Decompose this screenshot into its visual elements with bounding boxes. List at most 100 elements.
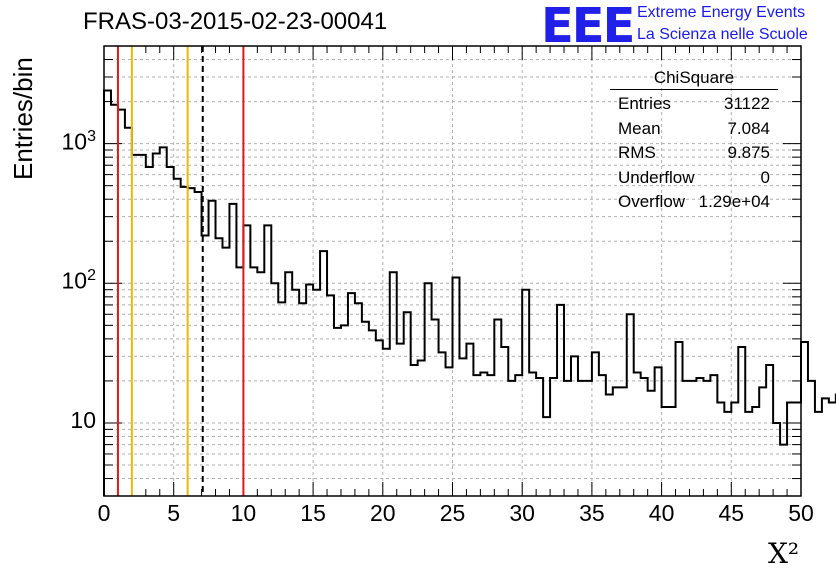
histogram-bin — [696, 378, 703, 496]
histogram-bin — [501, 347, 508, 496]
histogram-bin — [390, 272, 397, 496]
histogram-bin — [522, 290, 529, 496]
histogram-bin — [439, 352, 446, 496]
histogram-bin — [229, 204, 236, 496]
histogram-bin — [195, 192, 202, 496]
stats-label: Overflow — [618, 192, 686, 211]
histogram-bin — [578, 381, 585, 496]
histogram-bin — [425, 283, 432, 496]
histogram-bin — [236, 267, 243, 496]
x-tick-label: 10 — [230, 500, 257, 526]
histogram-bin — [167, 167, 174, 496]
histogram-bin — [299, 303, 306, 496]
histogram-bin — [327, 295, 334, 496]
histogram-bin — [418, 361, 425, 496]
histogram-bin — [787, 403, 794, 496]
run-title: FRAS-03-2015-02-23-00041 — [83, 8, 388, 35]
histogram-bin — [648, 391, 655, 496]
histogram-bin — [529, 372, 536, 496]
histogram-bin — [655, 367, 662, 496]
histogram-bin — [146, 167, 153, 496]
histogram-bin — [620, 387, 627, 496]
histogram-bin — [411, 365, 418, 496]
histogram-bin — [125, 128, 132, 496]
stats-label: RMS — [618, 143, 656, 162]
histogram-bin — [759, 387, 766, 496]
histogram-bin — [118, 110, 125, 496]
histogram-bin — [508, 381, 515, 496]
histogram-bin — [731, 403, 738, 496]
project-name-line1: Extreme Energy Events — [637, 4, 806, 21]
histogram-bin — [188, 188, 195, 496]
histogram-bin — [404, 312, 411, 496]
x-tick-label: 40 — [648, 500, 675, 526]
stats-label: Mean — [618, 118, 661, 138]
stats-value: 31122 — [723, 94, 770, 113]
histogram-bin — [306, 285, 313, 496]
histogram-bin — [536, 378, 543, 496]
histogram-bin — [745, 412, 752, 496]
histogram-bin — [153, 153, 160, 496]
histogram-bin — [313, 290, 320, 496]
histogram-bin — [766, 365, 773, 496]
histogram-bin — [689, 381, 696, 496]
x-tick-label: 15 — [300, 500, 326, 526]
stats-box: ChiSquare Entries 31122 Mean 7.084 RMS 9… — [610, 68, 778, 215]
histogram-bin — [564, 381, 571, 496]
stats-row-underflow: Underflow 0 — [610, 166, 778, 191]
histogram-bin — [815, 412, 822, 496]
histogram-bin — [829, 403, 836, 496]
histogram-bin — [216, 238, 223, 496]
histogram-bin — [627, 314, 634, 496]
x-tick-label: 45 — [718, 500, 745, 526]
stats-row-overflow: Overflow 1.29e+04 — [610, 190, 778, 215]
histogram-bin — [669, 407, 676, 496]
histogram-bin — [606, 394, 613, 496]
stats-title: ChiSquare — [610, 68, 778, 90]
histogram-bin — [738, 347, 745, 496]
histogram-bin — [466, 344, 473, 496]
histogram-bin — [174, 179, 181, 496]
x-tick-label: 0 — [97, 500, 111, 526]
histogram-bin — [634, 372, 641, 496]
stats-row-entries: Entries 31122 — [610, 92, 778, 117]
stats-label: Entries — [618, 94, 671, 113]
stats-value: 1.29e+04 — [698, 192, 770, 211]
histogram-bin — [376, 340, 383, 496]
x-tick-label: 20 — [370, 500, 396, 526]
histogram-bin — [243, 225, 250, 496]
stats-value: 0 — [760, 167, 770, 187]
histogram-bin — [752, 407, 759, 496]
histogram-bin — [348, 293, 355, 496]
x-tick-label: 30 — [509, 500, 535, 526]
histogram-bin — [717, 403, 724, 496]
histogram-bin — [473, 375, 480, 496]
histogram-bin — [111, 105, 118, 496]
histogram-bin — [550, 378, 557, 496]
histogram-bin — [641, 378, 648, 496]
y-tick-label: 102 — [61, 267, 97, 294]
histogram-bin — [222, 248, 229, 496]
histogram-bin — [676, 342, 683, 496]
histogram-bin — [662, 407, 669, 496]
histogram-bin — [703, 381, 710, 496]
histogram-bin — [369, 330, 376, 496]
histogram-bin — [780, 445, 787, 496]
stats-value: 9.875 — [727, 143, 770, 162]
histogram-bin — [139, 155, 146, 496]
x-axis-label: X² — [768, 537, 800, 570]
histogram-bin — [257, 272, 264, 496]
histogram-bin — [341, 325, 348, 496]
histogram-bin — [822, 398, 829, 496]
histogram-bin — [724, 412, 731, 496]
histogram-bin — [446, 367, 453, 496]
histogram-bin — [264, 225, 271, 496]
histogram-bin — [543, 417, 550, 496]
histogram-bin — [104, 91, 111, 496]
x-tick-label: 35 — [579, 500, 605, 526]
histogram-bin — [383, 349, 390, 496]
stats-label: Underflow — [618, 167, 695, 187]
plot-frame — [103, 45, 802, 497]
histogram-bin — [355, 303, 362, 496]
